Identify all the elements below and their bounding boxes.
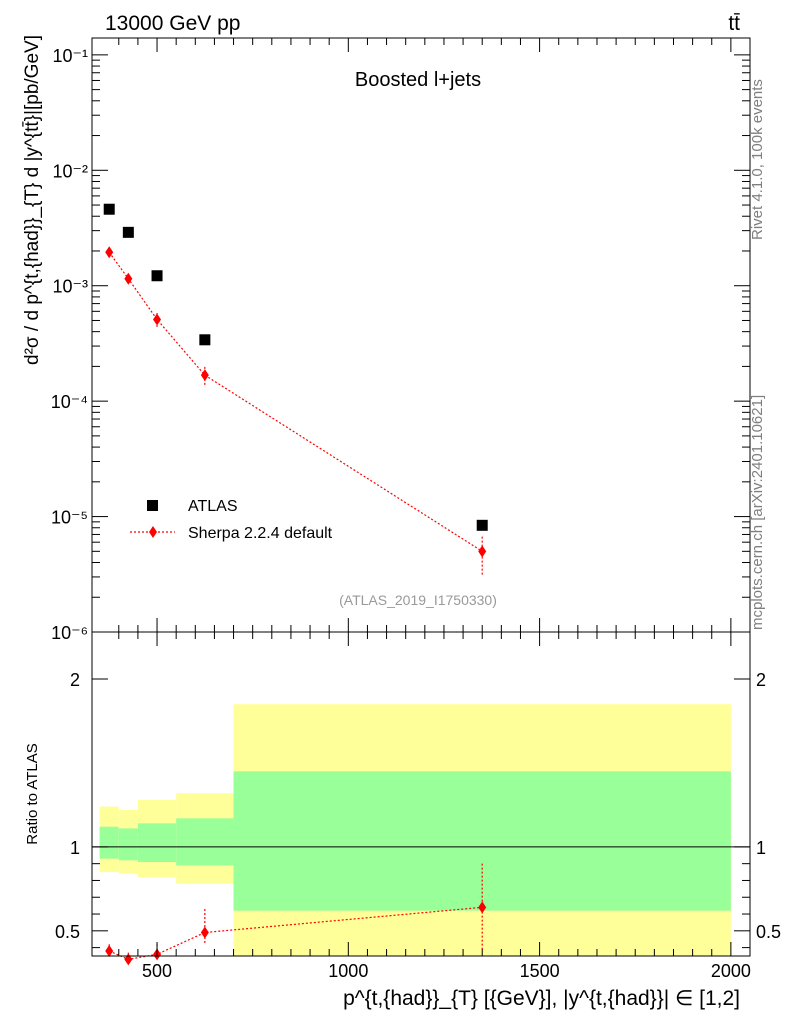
main-y-label: d²σ / d p^{t,{had}}_{T} d |y^{tt̄}|[pb/G… [22,35,43,365]
atlas-point [199,334,211,346]
sherpa-ratio-point [124,953,133,966]
inner-band [118,828,138,861]
ratio-frame [91,631,751,957]
y-tick-label: 10⁻³ [52,277,88,297]
plot-title: Boosted l+jets [355,69,481,91]
atlas-point [151,270,163,282]
sherpa-line-ratio [108,906,483,960]
sherpa-ratio-point [105,944,114,957]
main-panel: 10⁻¹10⁻²10⁻³10⁻⁴10⁻⁵10⁻⁶ Boosted l+jets … [22,35,751,643]
atlas-point [103,203,115,215]
ratio-axis-ticks: 0.5 0.5 1 1 2 2 500 1000 1500 2000 [55,632,781,981]
sherpa-ratio-line [108,906,483,960]
sherpa-point [153,313,162,326]
sherpa-ratio-point [478,901,487,914]
sherpa-line [108,251,483,552]
header-left: 13000 GeV pp [105,12,240,35]
atlas-point [122,226,134,238]
ratio-y-tick-label: 0.5 [55,922,80,942]
y-tick-label: 10⁻⁶ [51,623,88,643]
inner-band [233,771,731,911]
main-frame [91,37,751,633]
x-tick-label: 1500 [520,961,560,981]
ratio-y-tick-label-right: 1 [756,838,766,858]
x-tick-label: 500 [142,961,172,981]
legend: ATLAS Sherpa 2.2.4 default [130,498,333,542]
y-tick-label: 10⁻⁴ [51,392,88,412]
ratio-y-tick-label-right: 2 [756,670,766,690]
sherpa-point [200,369,209,382]
header-right: tt̄ [728,12,740,35]
sherpa-line-top [108,251,483,552]
atlas-point [476,519,488,531]
x-tick-label: 1000 [328,961,368,981]
atlas-markers [103,203,488,531]
ratio-panel: 0.5 0.5 1 1 2 2 500 1000 1500 2000 Ratio to ATLAS… [24,631,781,1010]
sherpa-point [478,545,487,558]
x-axis-label: p^{t,{had}}_{T} [{GeV}], |y^{t,{had}}| ∈… [343,987,740,1010]
ratio-y-tick-label-right: 0.5 [756,922,781,942]
x-tick-label: 2000 [711,961,751,981]
legend-atlas: ATLAS [188,498,238,515]
y-tick-label: 10⁻¹ [52,46,88,66]
ratio-y-label: Ratio to ATLAS [24,743,41,844]
y-tick-label: 10⁻⁵ [51,508,88,528]
legend-sherpa: Sherpa 2.2.4 default [188,525,333,542]
sherpa-point [105,246,114,259]
sherpa-ratio-point [200,926,209,939]
rivet-label: Rivet 4.1.0, 100k events [749,79,766,240]
main-axis-ticks: 10⁻¹ 10⁻² 10⁻³ 10⁻⁴ 10⁻⁵ 10⁻⁶ [51,38,750,643]
inner-band [176,818,234,866]
legend-sherpa-marker [149,526,157,538]
mcplots-label: mcplots.cern.ch [arXiv:2401.10621] [749,395,766,630]
uncertainty-bands [99,704,731,956]
legend-atlas-marker [147,500,158,511]
ratio-y-tick-label: 2 [70,670,80,690]
sherpa-markers-top [105,246,487,558]
inner-band [99,826,119,859]
analysis-label: (ATLAS_2019_I1750330) [339,592,497,608]
sherpa-point [124,272,133,285]
ratio-y-tick-label: 1 [70,838,80,858]
y-tick-label: 10⁻² [52,161,88,181]
inner-band [137,823,177,862]
